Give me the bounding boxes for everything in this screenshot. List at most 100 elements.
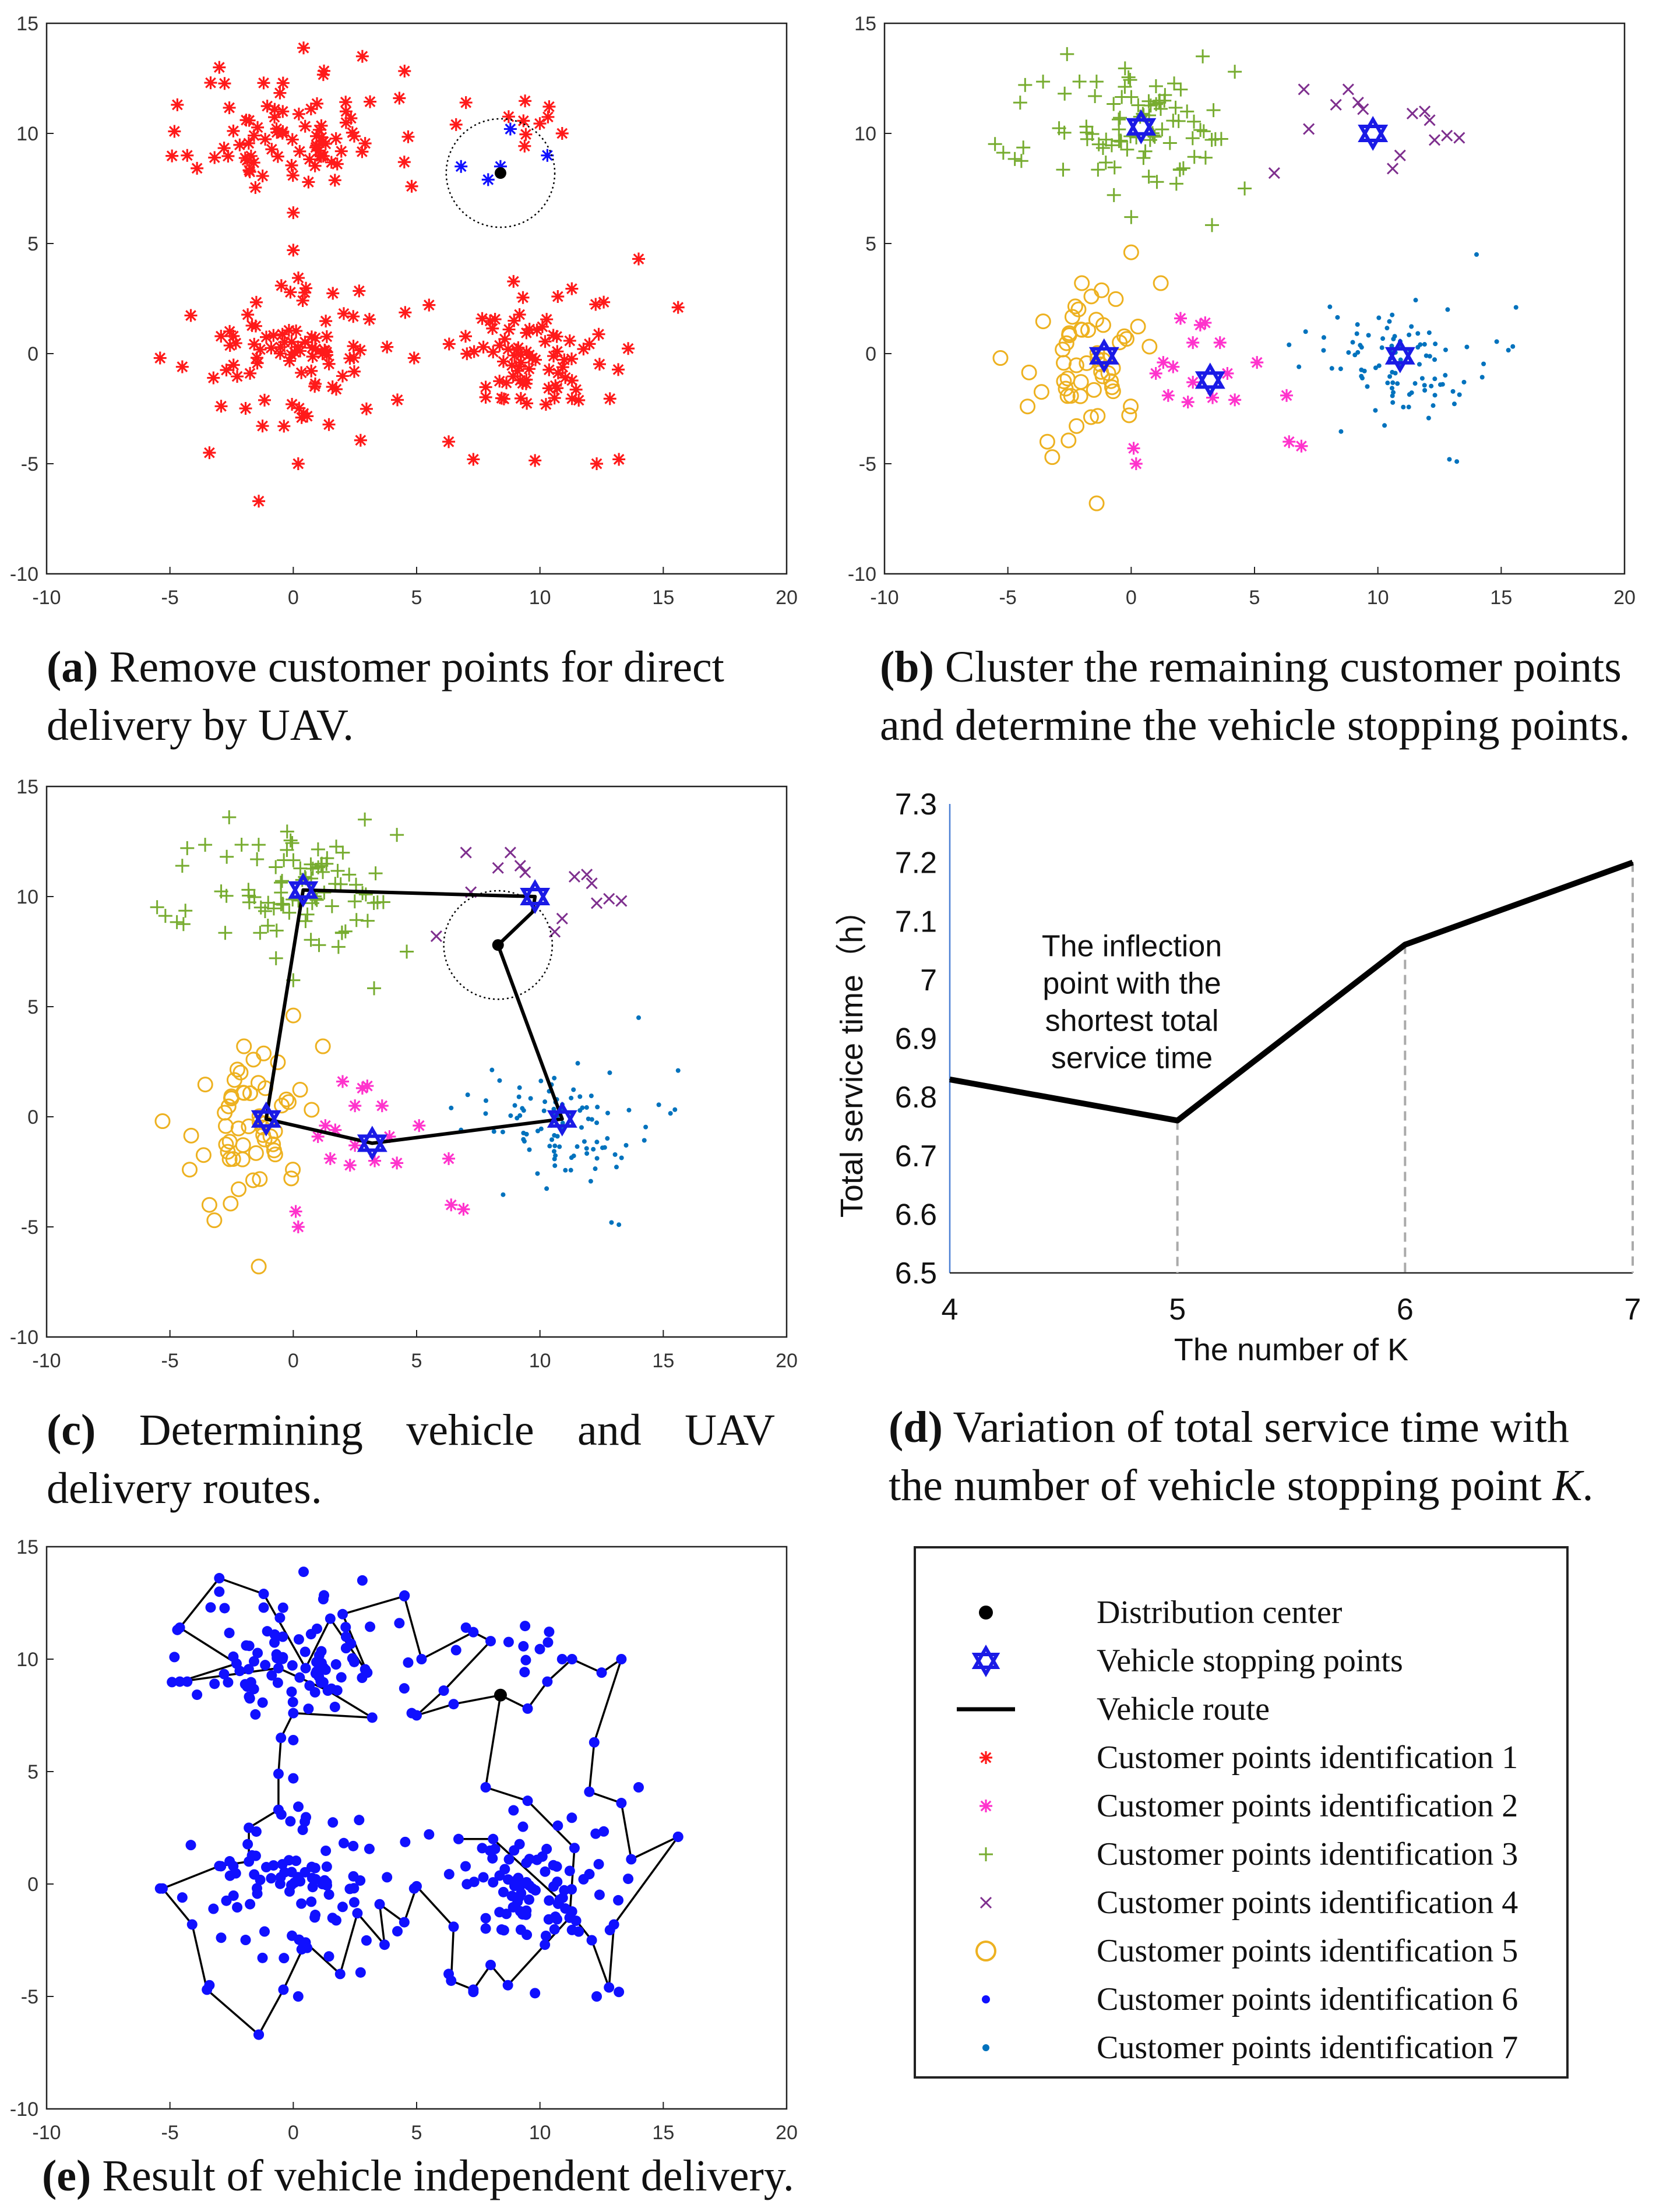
c-customer-point [612, 1152, 618, 1157]
b-customer-point [1424, 114, 1436, 126]
caption-a-line1: Remove customer points for direct [109, 643, 724, 692]
c-customer-point [183, 1127, 199, 1144]
a-customer-1-point [153, 351, 167, 365]
c-customer-point [586, 1116, 591, 1121]
c-customer-point [591, 1146, 596, 1152]
e-route-point [325, 1613, 336, 1624]
b-customer-point [1350, 340, 1355, 345]
c-customer-point [304, 1102, 320, 1118]
b-customer-point [1419, 105, 1431, 118]
a-customer-1-point [442, 337, 456, 351]
b-customer-point [1380, 336, 1386, 341]
e-customer-point [537, 1851, 548, 1862]
c-customer-point [298, 914, 313, 929]
c-customer-point [269, 860, 283, 874]
legend-item: Customer points identification 6 [916, 1976, 1566, 2023]
legend-item: Customer points identification 2 [916, 1783, 1566, 1829]
e-customer-point [594, 1889, 605, 1900]
e-customer-point [524, 1894, 535, 1905]
c-customer-point [514, 860, 526, 872]
a-customer-1-point [346, 126, 359, 139]
c-customer-point [336, 845, 350, 860]
e-customer-point [520, 1621, 531, 1632]
a-customer-1-point [207, 371, 220, 384]
a-customer-1-point [612, 453, 626, 466]
b-customer-point [1427, 354, 1432, 359]
caption-e: (e) Result of vehicle independent delive… [42, 2147, 858, 2205]
a-customer-1-point [592, 327, 605, 341]
a-customer-1-point [260, 100, 274, 113]
a-customer-1-point [239, 402, 252, 415]
e-route-point [322, 1685, 333, 1696]
caption-c: (c) Determining vehicle and UAV delivery… [47, 1401, 775, 1518]
a-customer-1-point [305, 330, 318, 344]
a-customer-1-point [339, 96, 353, 109]
c-customer-point [501, 1192, 506, 1197]
a-customer-1-point [309, 343, 322, 356]
e-customer-point [232, 1902, 243, 1913]
d-xtick-label: 5 [1169, 1293, 1186, 1327]
c-customer-point [568, 1167, 573, 1173]
a-customer-1-point [551, 345, 564, 358]
b-customer-point [1067, 298, 1083, 315]
a-customer-1-point [276, 76, 290, 90]
c-customer-point [280, 824, 294, 839]
a-customer-1-point [541, 110, 555, 124]
e-customer-point [271, 1649, 282, 1660]
c-customer-point [223, 1195, 239, 1212]
e-customer-point [167, 1677, 178, 1688]
b-customer-point [1389, 343, 1394, 348]
e-customer-point [286, 1687, 297, 1698]
c-customer-point [218, 1137, 234, 1153]
a-customer-1-point [563, 334, 576, 347]
a-customer-1-point [267, 329, 280, 342]
chart-c: -10 -5 0 5 10 15 20 -10 -5 0 5 10 15 [10, 776, 798, 1372]
c-customer-point [605, 1136, 610, 1141]
e-route-point [276, 1733, 287, 1744]
c-customer-point [542, 1099, 548, 1105]
e-customer-point [309, 1862, 320, 1874]
star-hexagram-icon [971, 1645, 1000, 1677]
e-customer-point [516, 1888, 527, 1899]
e-customer-point [338, 1837, 349, 1848]
c-customer-point [569, 1155, 574, 1160]
line-black-icon [957, 1707, 1015, 1712]
b-customer-point [1193, 318, 1207, 331]
c-customer-point [329, 839, 344, 854]
legend-item: Vehicle route [916, 1686, 1566, 1733]
c-customer-point [600, 1145, 605, 1151]
a-customer-1-point [191, 161, 204, 175]
circle-orange-icon [975, 1941, 996, 1961]
a-uav-customer-point [503, 122, 517, 136]
c-customer-point [580, 1105, 585, 1110]
c-customer-point [201, 1197, 217, 1213]
c-customer-point [276, 897, 290, 911]
e-route-point [540, 1939, 551, 1950]
c-customer-point [218, 1118, 234, 1134]
caption-a: (a) Remove customer points for direct de… [47, 638, 822, 754]
e-customer-point [221, 1895, 232, 1906]
e-customer-point [272, 1677, 283, 1688]
c-customer-point [465, 1092, 470, 1098]
a-customer-1-point [518, 139, 531, 153]
e-customer-point [258, 1602, 269, 1613]
b-customer-point [1129, 457, 1143, 470]
c-customer-point [285, 1162, 301, 1178]
b-customer-point [1124, 90, 1139, 104]
e-route-point [231, 1658, 242, 1669]
c-customer-point [483, 1098, 488, 1103]
a-customer-1-point [671, 301, 685, 314]
b-xtick-label: 0 [1126, 587, 1137, 609]
e-customer-point [382, 1872, 393, 1883]
b-customer-point [1390, 312, 1395, 317]
e-axes-box [45, 1546, 788, 2110]
e-route-point [334, 1968, 346, 1980]
b-customer-point [1282, 435, 1296, 449]
c-customer-point [552, 1133, 557, 1138]
b-customer-point [1432, 357, 1437, 362]
c-customer-point [247, 890, 262, 905]
a-customer-1-point [312, 144, 326, 157]
a-customer-1-point [347, 365, 361, 378]
c-customer-point [626, 1107, 632, 1113]
e-customer-point [244, 1691, 255, 1702]
